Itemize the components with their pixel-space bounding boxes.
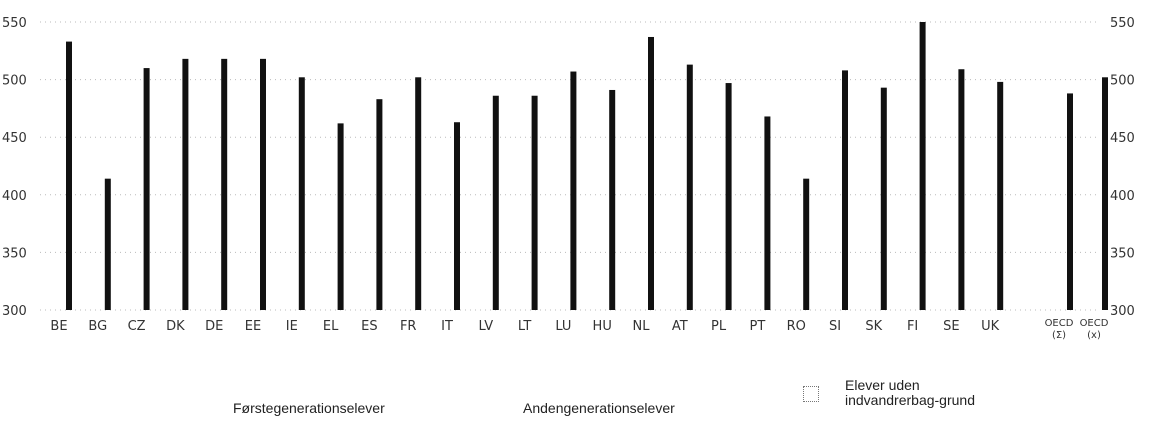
y-tick-label-right: 350 bbox=[1110, 246, 1135, 261]
bar bbox=[260, 58, 266, 310]
bar bbox=[415, 77, 422, 311]
bar bbox=[803, 178, 810, 310]
category-label-sub: (x) bbox=[1087, 330, 1101, 340]
category-label: SE bbox=[943, 319, 959, 334]
bar bbox=[143, 68, 150, 310]
bars bbox=[66, 22, 1108, 311]
y-tick-label-right: 500 bbox=[1110, 74, 1135, 89]
category-label: BG bbox=[88, 319, 107, 334]
category-label: BE bbox=[50, 319, 67, 334]
bar bbox=[66, 41, 72, 311]
category-label: OECD bbox=[1080, 318, 1109, 329]
bar bbox=[919, 22, 926, 310]
category-label: PT bbox=[750, 319, 766, 334]
category-label: CZ bbox=[128, 319, 146, 334]
y-tick-label-right: 400 bbox=[1110, 189, 1135, 204]
category-label: DK bbox=[166, 319, 185, 334]
bar bbox=[376, 99, 383, 311]
category-label: DE bbox=[205, 319, 223, 334]
bar bbox=[609, 89, 616, 310]
bar bbox=[648, 36, 654, 310]
category-label: RO bbox=[787, 319, 806, 334]
bar bbox=[104, 178, 111, 310]
category-label: EL bbox=[323, 319, 339, 334]
bar bbox=[454, 122, 460, 310]
category-label: HU bbox=[593, 319, 612, 334]
bar bbox=[997, 81, 1004, 311]
legend-native-swatch bbox=[803, 386, 819, 402]
category-label: IT bbox=[441, 319, 453, 334]
y-tick-label-left: 350 bbox=[2, 246, 27, 261]
y-axis-left: 300 350 400 450 500 550 bbox=[2, 16, 27, 319]
category-label: NL bbox=[633, 319, 651, 334]
category-label-sub: (Σ) bbox=[1052, 330, 1066, 340]
gridlines bbox=[40, 21, 1100, 311]
y-tick-label-right: 550 bbox=[1110, 16, 1135, 31]
category-label: AT bbox=[672, 319, 688, 334]
bar bbox=[842, 70, 848, 310]
category-label: EE bbox=[245, 319, 261, 334]
category-label: ES bbox=[361, 319, 377, 334]
category-label: SI bbox=[829, 319, 841, 334]
category-label: LV bbox=[478, 319, 493, 334]
category-label: LU bbox=[555, 319, 571, 334]
bar bbox=[492, 95, 499, 310]
bar bbox=[337, 123, 344, 310]
category-label: FI bbox=[907, 319, 918, 334]
y-tick-label-left: 500 bbox=[2, 74, 27, 89]
bar bbox=[725, 83, 732, 310]
bar bbox=[570, 71, 577, 310]
legend-second-generation: Andengenerationselever bbox=[523, 400, 675, 416]
category-label: FR bbox=[400, 319, 417, 334]
y-tick-label-right: 450 bbox=[1110, 131, 1135, 146]
category-label: PL bbox=[711, 319, 727, 334]
legend-native: Elever uden indvandrerbag-grund bbox=[845, 377, 975, 408]
bar bbox=[1102, 77, 1108, 311]
y-tick-label-left: 450 bbox=[2, 131, 27, 146]
legend-first-generation: Førstegenerationselever bbox=[233, 400, 385, 416]
y-axis-right: 300 350 400 450 500 550 bbox=[1110, 16, 1135, 319]
bar bbox=[880, 87, 887, 310]
bar bbox=[686, 64, 693, 311]
bar bbox=[1067, 93, 1073, 310]
category-label: IE bbox=[286, 319, 298, 334]
category-label: OECD bbox=[1045, 318, 1074, 329]
bar bbox=[182, 58, 189, 310]
y-tick-label-left: 300 bbox=[2, 304, 27, 319]
category-labels: BE BG CZ DK DE EE IE EL ES FR IT LV LT LU HU NL AT PL PT RO… bbox=[50, 318, 1108, 340]
category-label: UK bbox=[981, 319, 1000, 334]
category-label: SK bbox=[865, 319, 882, 334]
bar-chart: 300 350 400 450 500 550 300 350 400 450 500 550 BE… bbox=[2, 16, 1135, 340]
category-label: LT bbox=[518, 319, 531, 334]
bar bbox=[764, 116, 771, 311]
bar bbox=[298, 77, 305, 311]
y-tick-label-left: 400 bbox=[2, 189, 27, 204]
bar bbox=[958, 69, 965, 311]
y-tick-label-right: 300 bbox=[1110, 304, 1135, 319]
bar bbox=[221, 58, 228, 310]
y-tick-label-left: 550 bbox=[2, 16, 27, 31]
bar bbox=[531, 95, 538, 310]
